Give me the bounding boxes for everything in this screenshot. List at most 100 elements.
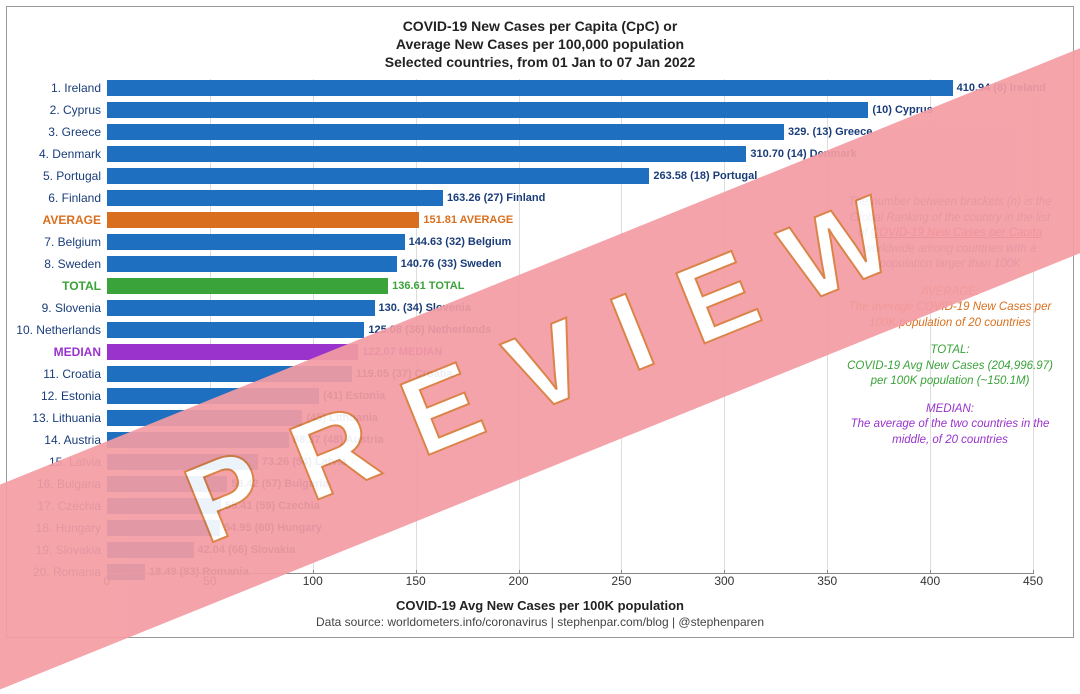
bar-row: 2. Cyprus(10) Cyprus: [107, 101, 1033, 119]
bar-left-label: 14. Austria: [44, 433, 107, 447]
legend-total: TOTAL: COVID-19 Avg New Cases (204,996.9…: [845, 343, 1055, 390]
bar-rect: 140.76 (33) Sweden: [107, 256, 397, 272]
x-tick: 150: [406, 574, 426, 588]
bar-left-label: 8. Sweden: [44, 257, 107, 271]
bar-rect: 310.70 (14) Denmark: [107, 146, 746, 162]
bar-value-label: 163.26 (27) Finland: [443, 192, 545, 204]
bar-value-label: 310.70 (14) Denmark: [746, 148, 856, 160]
bar-left-label: 15. Latvia: [49, 455, 107, 469]
bar-value-label: 73.26 (54) Latvia: [258, 456, 347, 468]
bar-value-label: 329. (13) Greece: [784, 126, 872, 138]
bar-value-label: 58.42 (57) Bulgaria: [227, 478, 328, 490]
bar-left-label: MEDIAN: [54, 345, 107, 359]
bar-rect: 410.94 (8) Ireland: [107, 80, 953, 96]
bar-row: 16. Bulgaria58.42 (57) Bulgaria: [107, 475, 1033, 493]
legend-note: The number between brackets (n) is the G…: [845, 195, 1055, 273]
legend-total-title: TOTAL:: [845, 343, 1055, 359]
bar-left-label: 5. Portugal: [43, 169, 107, 183]
bar-value-label: 130. (34) Slovenia: [375, 302, 471, 314]
legend-median: MEDIAN: The average of the two countries…: [845, 402, 1055, 449]
bar-value-label: (45) Lithuania: [302, 412, 378, 424]
bar-value-label: 125.08 (36) Netherlands: [364, 324, 491, 336]
bar-rect: 55.41 (59) Czechia: [107, 498, 221, 514]
legend-average: AVERAGE: The average COVID-19 New Cases …: [845, 285, 1055, 332]
bar-left-label: 12. Estonia: [41, 389, 107, 403]
bar-left-label: TOTAL: [62, 279, 107, 293]
bar-value-label: 136.61 TOTAL: [388, 280, 464, 292]
x-tick: 400: [920, 574, 940, 588]
bar-rect: (41) Estonia: [107, 388, 319, 404]
bar-rect: 58.42 (57) Bulgaria: [107, 476, 227, 492]
x-tick: 250: [611, 574, 631, 588]
title-line-2: Average New Cases per 100,000 population: [7, 35, 1073, 53]
bar-value-label: 54.95 (60) Hungary: [220, 522, 322, 534]
bar-value-label: 42.04 (66) Slovakia: [194, 544, 296, 556]
bar-rect: 144.63 (32) Belgium: [107, 234, 405, 250]
x-tick: 200: [509, 574, 529, 588]
bar-rect: 130. (34) Slovenia: [107, 300, 375, 316]
bar-value-label: 410.94 (8) Ireland: [953, 82, 1046, 94]
legend-average-text: The average COVID-19 New Cases per 100K …: [845, 300, 1055, 331]
bar-value-label: 140.76 (33) Sweden: [397, 258, 502, 270]
bar-rect: 42.04 (66) Slovakia: [107, 542, 194, 558]
bar-row: 4. Denmark310.70 (14) Denmark: [107, 145, 1033, 163]
bar-left-label: 1. Ireland: [51, 81, 107, 95]
title-line-3: Selected countries, from 01 Jan to 07 Ja…: [7, 53, 1073, 71]
bar-left-label: AVERAGE: [43, 213, 107, 227]
legend-median-title: MEDIAN:: [845, 402, 1055, 418]
x-axis-title: COVID-19 Avg New Cases per 100K populati…: [7, 598, 1073, 613]
bar-left-label: 17. Czechia: [38, 499, 107, 513]
x-tick: 0: [104, 574, 111, 588]
bar-value-label: 88.37 (48) Austria: [289, 434, 384, 446]
bar-left-label: 3. Greece: [48, 125, 107, 139]
bar-row: 19. Slovakia42.04 (66) Slovakia: [107, 541, 1033, 559]
x-axis: 050100150200250300350400450: [107, 573, 1033, 593]
bar-left-label: 9. Slovenia: [42, 301, 107, 315]
bar-rect: 136.61 TOTAL: [107, 278, 388, 294]
title-line-1: COVID-19 New Cases per Capita (CpC) or: [7, 17, 1073, 35]
bar-value-label: 119.05 (37) Croatia: [352, 368, 453, 380]
legend-median-text: The average of the two countries in the …: [845, 417, 1055, 448]
bar-left-label: 7. Belgium: [44, 235, 107, 249]
x-tick: 350: [817, 574, 837, 588]
bar-left-label: 10. Netherlands: [16, 323, 107, 337]
bar-left-label: 19. Slovakia: [36, 543, 107, 557]
bar-value-label: 263.58 (18) Portugal: [649, 170, 757, 182]
bar-rect: 73.26 (54) Latvia: [107, 454, 258, 470]
chart-title: COVID-19 New Cases per Capita (CpC) or A…: [7, 7, 1073, 72]
bar-row: 5. Portugal263.58 (18) Portugal: [107, 167, 1033, 185]
bar-rect: 151.81 AVERAGE: [107, 212, 419, 228]
bar-value-label: (10) Cyprus: [868, 104, 933, 116]
bar-rect: 54.95 (60) Hungary: [107, 520, 220, 536]
x-tick: 300: [714, 574, 734, 588]
bar-value-label: 151.81 AVERAGE: [419, 214, 513, 226]
x-tick: 450: [1023, 574, 1043, 588]
bar-row: 1. Ireland410.94 (8) Ireland: [107, 79, 1033, 97]
bar-rect: 122.07 MEDIAN: [107, 344, 358, 360]
bar-left-label: 11. Croatia: [43, 367, 107, 381]
bar-rect: (45) Lithuania: [107, 410, 302, 426]
legend: The number between brackets (n) is the G…: [845, 195, 1055, 460]
bar-rect: 88.37 (48) Austria: [107, 432, 289, 448]
bar-rect: 119.05 (37) Croatia: [107, 366, 352, 382]
legend-average-title: AVERAGE:: [845, 285, 1055, 301]
bar-row: 18. Hungary54.95 (60) Hungary: [107, 519, 1033, 537]
legend-note-link: COVID-19 New Cases per Capita: [871, 227, 1042, 239]
bar-value-label: (41) Estonia: [319, 390, 385, 402]
bar-left-label: 16. Bulgaria: [37, 477, 107, 491]
bar-left-label: 18. Hungary: [36, 521, 107, 535]
bar-value-label: 55.41 (59) Czechia: [221, 500, 320, 512]
data-source: Data source: worldometers.info/coronavir…: [7, 615, 1073, 629]
legend-total-text: COVID-19 Avg New Cases (204,996.97) per …: [845, 359, 1055, 390]
x-tick: 50: [203, 574, 216, 588]
bar-rect: 163.26 (27) Finland: [107, 190, 443, 206]
legend-note-post: worldwide among countries with a populat…: [864, 243, 1037, 271]
bar-left-label: 20. Romania: [33, 565, 107, 579]
bar-rect: 263.58 (18) Portugal: [107, 168, 649, 184]
bar-value-label: 122.07 MEDIAN: [358, 346, 442, 358]
bar-rect: 329. (13) Greece: [107, 124, 784, 140]
bar-value-label: 144.63 (32) Belgium: [405, 236, 512, 248]
bar-left-label: 13. Lithuania: [32, 411, 107, 425]
x-tick: 100: [303, 574, 323, 588]
bar-rect: 125.08 (36) Netherlands: [107, 322, 364, 338]
